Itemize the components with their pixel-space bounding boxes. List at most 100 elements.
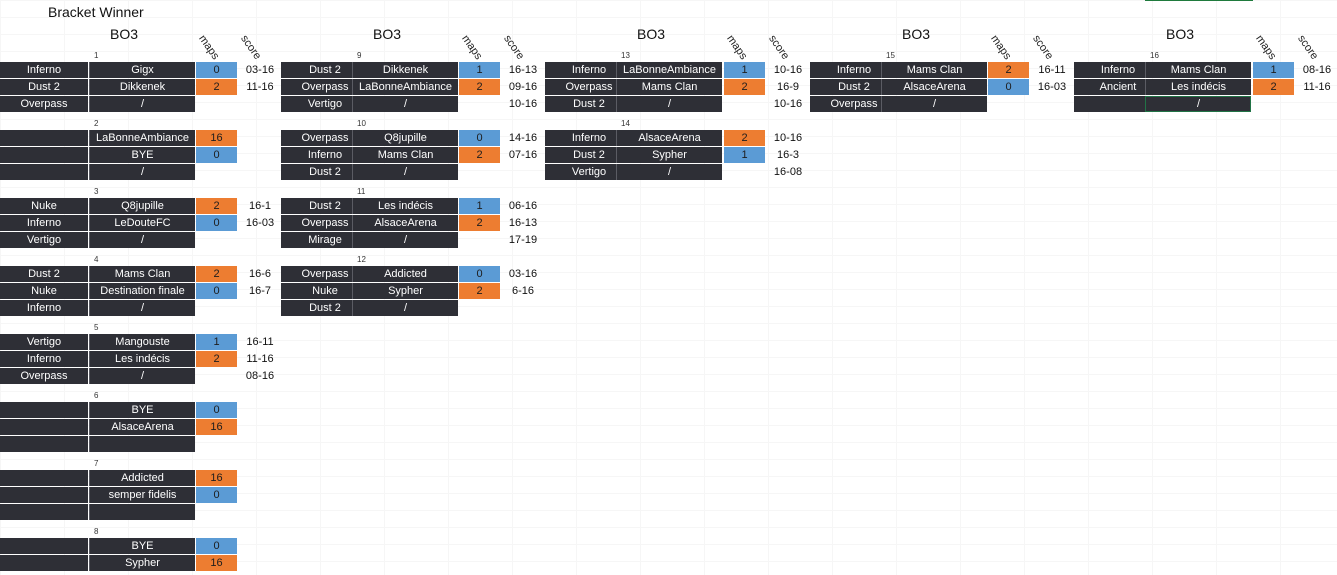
- team-cell[interactable]: /: [352, 164, 458, 180]
- team-cell[interactable]: Dikkenek: [352, 62, 458, 78]
- team-cell[interactable]: /: [352, 300, 458, 316]
- team-cell[interactable]: Addicted: [352, 266, 458, 282]
- score-cell[interactable]: 09-16: [508, 81, 538, 93]
- map-cell[interactable]: Overpass: [0, 368, 88, 384]
- score-cell[interactable]: 11-16: [246, 81, 274, 93]
- team-cell[interactable]: Dikkenek: [89, 79, 195, 95]
- map-cell[interactable]: Inferno: [1074, 62, 1162, 78]
- score-cell[interactable]: 16-13: [508, 64, 538, 76]
- team-cell[interactable]: /: [616, 96, 722, 112]
- score-cell[interactable]: 16-7: [248, 285, 272, 297]
- team-cell[interactable]: /: [616, 164, 722, 180]
- maps-won-cell[interactable]: 0: [196, 62, 237, 78]
- map-cell[interactable]: Dust 2: [0, 266, 88, 282]
- maps-won-cell[interactable]: 0: [196, 402, 237, 418]
- score-cell[interactable]: 10-16: [773, 132, 803, 144]
- maps-won-cell[interactable]: 0: [196, 487, 237, 503]
- team-cell[interactable]: BYE: [89, 538, 195, 554]
- team-cell[interactable]: Mams Clan: [881, 62, 987, 78]
- maps-won-cell[interactable]: 1: [724, 62, 765, 78]
- map-cell[interactable]: [0, 164, 88, 180]
- map-cell[interactable]: Overpass: [0, 96, 88, 112]
- map-cell[interactable]: Dust 2: [281, 300, 369, 316]
- map-cell[interactable]: [0, 436, 88, 452]
- maps-won-cell[interactable]: 0: [196, 538, 237, 554]
- team-cell[interactable]: Mangouste: [89, 334, 195, 350]
- team-cell[interactable]: Mams Clan: [352, 147, 458, 163]
- maps-won-cell[interactable]: 16: [196, 555, 237, 571]
- map-cell[interactable]: Dust 2: [0, 79, 88, 95]
- team-cell[interactable]: Les indécis: [352, 198, 458, 214]
- score-cell[interactable]: 16-03: [245, 217, 275, 229]
- maps-won-cell[interactable]: 1: [196, 334, 237, 350]
- map-cell[interactable]: Dust 2: [281, 164, 369, 180]
- team-cell[interactable]: Mams Clan: [1145, 62, 1251, 78]
- map-cell[interactable]: [0, 419, 88, 435]
- map-cell[interactable]: Mirage: [281, 232, 369, 248]
- team-cell[interactable]: Addicted: [89, 470, 195, 486]
- score-cell[interactable]: 16-1: [248, 200, 272, 212]
- score-cell[interactable]: 14-16: [508, 132, 538, 144]
- team-cell[interactable]: /: [352, 232, 458, 248]
- maps-won-cell[interactable]: 2: [724, 79, 765, 95]
- map-cell[interactable]: Inferno: [810, 62, 898, 78]
- map-cell[interactable]: Nuke: [0, 198, 88, 214]
- maps-won-cell[interactable]: 0: [988, 79, 1029, 95]
- score-cell[interactable]: 08-16: [245, 370, 275, 382]
- map-cell[interactable]: Dust 2: [281, 62, 369, 78]
- map-cell[interactable]: Inferno: [0, 62, 88, 78]
- team-cell[interactable]: /: [89, 300, 195, 316]
- team-cell[interactable]: semper fidelis: [89, 487, 195, 503]
- maps-won-cell[interactable]: 0: [459, 130, 500, 146]
- score-cell[interactable]: 11-16: [1303, 81, 1331, 93]
- score-cell[interactable]: 10-16: [773, 64, 803, 76]
- score-cell[interactable]: 03-16: [508, 268, 538, 280]
- team-cell[interactable]: Sypher: [616, 147, 722, 163]
- maps-won-cell[interactable]: 16: [196, 130, 237, 146]
- maps-won-cell[interactable]: 2: [196, 79, 237, 95]
- map-cell[interactable]: Dust 2: [545, 96, 633, 112]
- team-cell[interactable]: /: [881, 96, 987, 112]
- map-cell[interactable]: Inferno: [0, 300, 88, 316]
- map-cell[interactable]: Overpass: [281, 266, 369, 282]
- map-cell[interactable]: Vertigo: [545, 164, 633, 180]
- team-cell[interactable]: /: [89, 232, 195, 248]
- team-cell[interactable]: LaBonneAmbiance: [352, 79, 458, 95]
- score-cell[interactable]: 08-16: [1302, 64, 1332, 76]
- map-cell[interactable]: Nuke: [281, 283, 369, 299]
- team-cell[interactable]: Mams Clan: [89, 266, 195, 282]
- team-cell[interactable]: Les indécis: [89, 351, 195, 367]
- team-cell[interactable]: /: [89, 368, 195, 384]
- score-cell[interactable]: 16-11: [1038, 64, 1066, 76]
- maps-won-cell[interactable]: 2: [196, 198, 237, 214]
- maps-won-cell[interactable]: 2: [988, 62, 1029, 78]
- map-cell[interactable]: Inferno: [281, 147, 369, 163]
- team-cell[interactable]: BYE: [89, 402, 195, 418]
- maps-won-cell[interactable]: 2: [459, 147, 500, 163]
- maps-won-cell[interactable]: 16: [196, 419, 237, 435]
- maps-won-cell[interactable]: 16: [196, 470, 237, 486]
- maps-won-cell[interactable]: 2: [196, 351, 237, 367]
- map-cell[interactable]: Nuke: [0, 283, 88, 299]
- score-cell[interactable]: 06-16: [508, 200, 538, 212]
- score-cell[interactable]: 07-16: [508, 149, 538, 161]
- team-cell[interactable]: /: [1145, 96, 1251, 112]
- maps-won-cell[interactable]: 0: [196, 147, 237, 163]
- maps-won-cell[interactable]: 2: [459, 79, 500, 95]
- maps-won-cell[interactable]: 2: [459, 215, 500, 231]
- team-cell[interactable]: /: [89, 164, 195, 180]
- map-cell[interactable]: Dust 2: [810, 79, 898, 95]
- score-cell[interactable]: 16-13: [508, 217, 538, 229]
- maps-won-cell[interactable]: 1: [724, 147, 765, 163]
- map-cell[interactable]: Vertigo: [0, 232, 88, 248]
- team-cell[interactable]: /: [89, 96, 195, 112]
- maps-won-cell[interactable]: 2: [724, 130, 765, 146]
- map-cell[interactable]: Overpass: [810, 96, 898, 112]
- map-cell[interactable]: Inferno: [0, 215, 88, 231]
- team-cell[interactable]: Mams Clan: [616, 79, 722, 95]
- team-cell[interactable]: AlsaceArena: [89, 419, 195, 435]
- score-cell[interactable]: 17-19: [508, 234, 538, 246]
- maps-won-cell[interactable]: 1: [459, 62, 500, 78]
- team-cell[interactable]: AlsaceArena: [616, 130, 722, 146]
